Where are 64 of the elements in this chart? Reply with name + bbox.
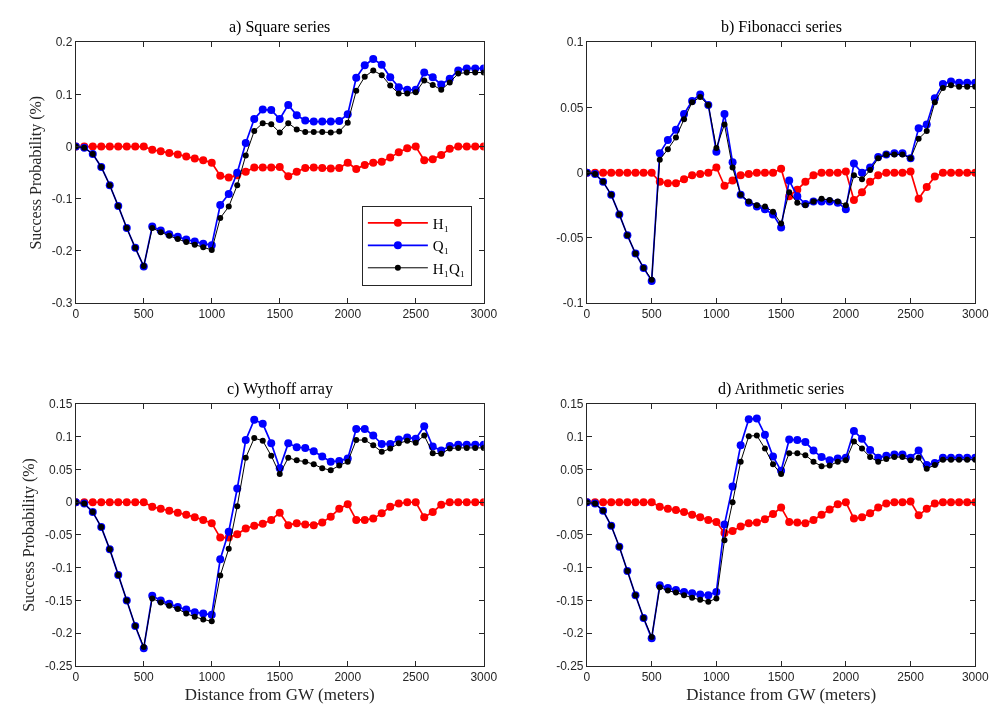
y-axis-title: Success Probability (%) (26, 95, 45, 250)
x-tick-label: 3000 (961, 670, 989, 685)
x-tick-label: 500 (641, 670, 662, 685)
y-tick-label: 0.15 (560, 397, 584, 412)
y-tick-label: -0.2 (562, 626, 584, 641)
y-tick-label: -0.2 (51, 626, 73, 641)
x-axis-title: Distance from GW (meters) (686, 684, 877, 704)
x-tick-label: 1500 (266, 670, 294, 685)
x-tick-label: 1500 (266, 307, 294, 322)
legend-label: Q₁ (432, 238, 449, 255)
x-tick-label: 2000 (334, 670, 362, 685)
chart-title: c) Wythoff array (227, 380, 333, 398)
y-axis-title: Success Probability (%) (19, 458, 38, 612)
x-tick-label: 1500 (767, 307, 795, 322)
x-tick-label: 500 (641, 307, 662, 322)
y-tick-label: -0.15 (556, 593, 584, 608)
y-tick-label: -0.2 (51, 244, 73, 259)
y-tick-label: -0.25 (556, 659, 584, 674)
x-tick-label: 1000 (198, 307, 226, 322)
chart-title: d) Arithmetic series (718, 380, 845, 398)
y-tick-label: 0.05 (560, 100, 584, 115)
y-tick-label: 0.15 (48, 397, 73, 412)
y-tick-label: 0 (65, 139, 73, 154)
y-tick-label: 0.1 (566, 430, 584, 444)
x-tick-label: 1000 (703, 670, 731, 685)
legend-label: H₁ (432, 215, 449, 232)
x-tick-label: 1000 (198, 670, 226, 685)
y-tick-label: 0 (576, 495, 584, 510)
x-tick-label: 2500 (897, 670, 925, 685)
chart-title: a) Square series (229, 18, 331, 36)
x-tick-label: 3000 (470, 307, 498, 322)
y-tick-label: -0.1 (51, 191, 73, 206)
y-tick-label: -0.25 (44, 659, 73, 674)
y-tick-label: 0.1 (55, 87, 73, 102)
y-tick-label: -0.15 (44, 593, 73, 608)
x-tick-label: 2500 (402, 307, 430, 322)
y-tick-label: 0 (576, 165, 584, 180)
y-tick-label: -0.1 (51, 560, 73, 575)
x-tick-label: 2500 (402, 670, 430, 685)
y-tick-label: 0.05 (560, 462, 584, 477)
y-tick-label: -0.3 (51, 296, 73, 311)
x-tick-label: 3000 (470, 670, 498, 685)
chart-title: b) Fibonacci series (721, 18, 842, 36)
x-tick-label: 1000 (703, 307, 731, 322)
y-tick-label: -0.05 (556, 528, 584, 543)
y-tick-label: -0.05 (556, 231, 584, 246)
x-tick-label: 2000 (334, 307, 362, 322)
y-tick-label: 0.1 (566, 35, 584, 50)
x-tick-label: 2500 (897, 307, 925, 322)
y-tick-label: 0.05 (48, 462, 73, 477)
y-tick-label: -0.05 (44, 528, 73, 543)
x-tick-label: 2000 (832, 307, 860, 322)
y-tick-label: -0.1 (562, 296, 584, 311)
legend-label: H₁Q₁ (432, 260, 465, 277)
y-tick-label: 0 (65, 495, 73, 510)
y-tick-label: 0.1 (55, 430, 73, 444)
x-tick-label: 500 (133, 670, 155, 685)
x-tick-label: 500 (133, 307, 155, 322)
x-tick-label: 2000 (832, 670, 860, 685)
x-axis-title: Distance from GW (meters) (184, 684, 375, 704)
x-tick-label: 3000 (961, 307, 989, 322)
x-tick-label: 1500 (767, 670, 795, 685)
y-tick-label: 0.2 (55, 35, 73, 50)
y-tick-label: -0.1 (562, 560, 584, 575)
